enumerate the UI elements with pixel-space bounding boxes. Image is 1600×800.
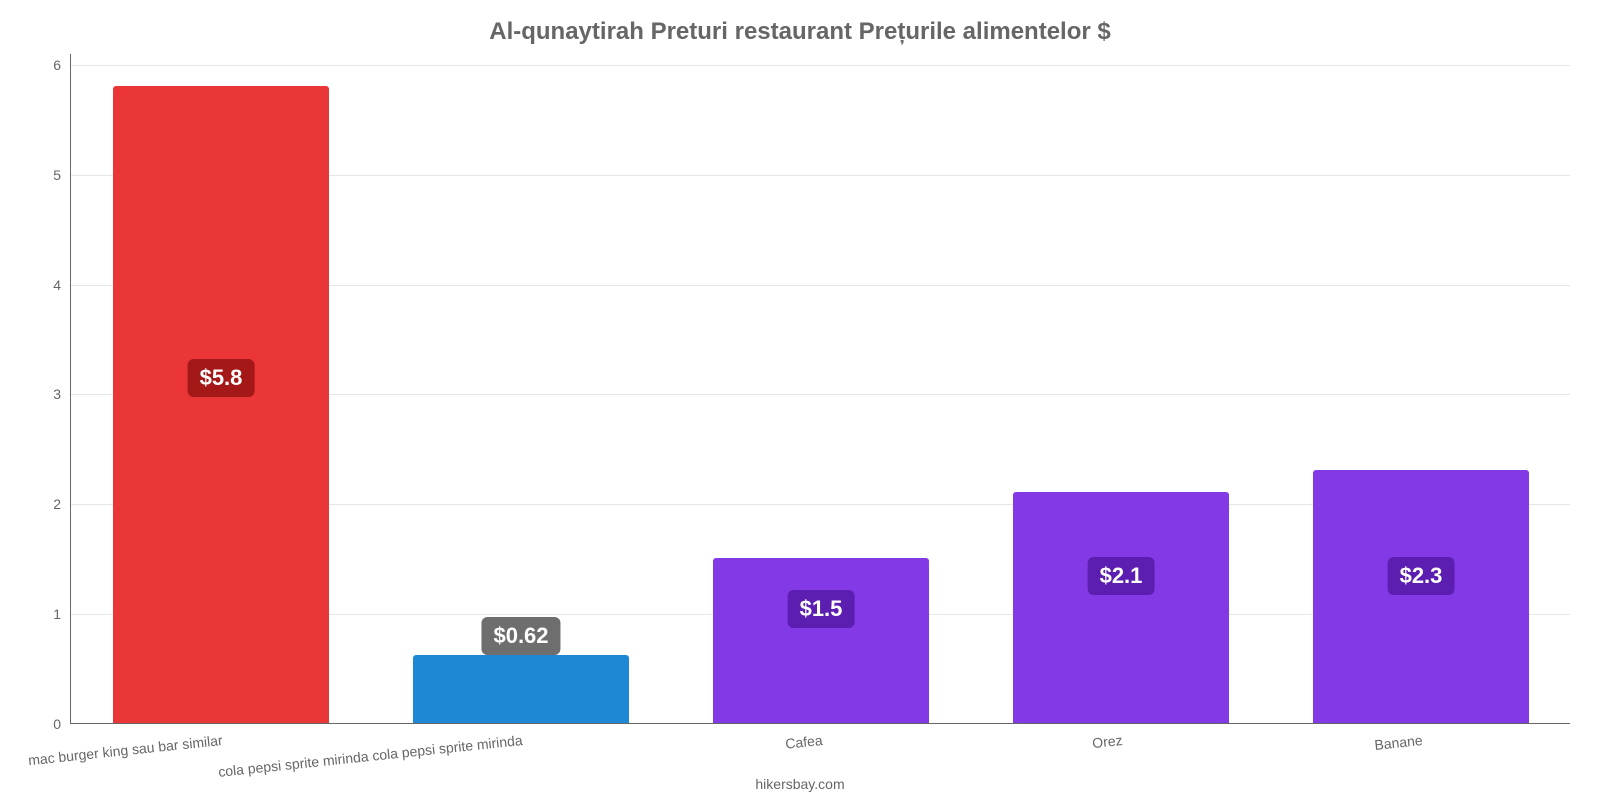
plot-area: 0123456$5.8mac burger king sau bar simil… [70, 54, 1570, 724]
y-tick-label: 0 [53, 716, 71, 732]
bar-value-badge: $2.1 [1088, 557, 1155, 595]
y-tick-label: 3 [53, 386, 71, 402]
y-tick-label: 1 [53, 606, 71, 622]
bar [1313, 470, 1529, 723]
bar-value-badge: $5.8 [188, 359, 255, 397]
x-tick-label: mac burger king sau bar similar [27, 732, 223, 768]
bar [113, 86, 329, 723]
gridline [71, 65, 1570, 66]
chart-title: Al-qunaytirah Preturi restaurant Prețuri… [0, 18, 1600, 46]
bar [413, 655, 629, 723]
x-tick-label: cola pepsi sprite mirinda cola pepsi spr… [217, 732, 523, 780]
y-tick-label: 5 [53, 167, 71, 183]
bar-value-badge: $1.5 [788, 590, 855, 628]
x-tick-label: Banane [1374, 732, 1424, 753]
y-tick-label: 4 [53, 277, 71, 293]
bar-value-badge: $2.3 [1388, 557, 1455, 595]
y-tick-label: 6 [53, 57, 71, 73]
x-tick-label: Cafea [784, 732, 823, 752]
bar-value-badge: $0.62 [481, 617, 560, 655]
y-tick-label: 2 [53, 496, 71, 512]
bar [1013, 492, 1229, 723]
chart-footer: hikersbay.com [0, 776, 1600, 792]
bar [713, 558, 929, 723]
x-tick-label: Orez [1091, 732, 1123, 751]
